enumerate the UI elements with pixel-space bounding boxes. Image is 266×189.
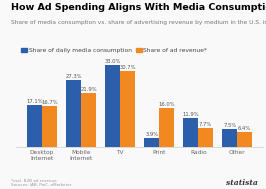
Text: 30.7%: 30.7% bbox=[119, 65, 136, 70]
Bar bbox=[27, 105, 42, 147]
Text: 27.3%: 27.3% bbox=[65, 74, 82, 79]
Text: 11.9%: 11.9% bbox=[182, 112, 199, 117]
Bar bbox=[66, 80, 81, 147]
Text: 3.9%: 3.9% bbox=[145, 132, 158, 137]
Text: 33.0%: 33.0% bbox=[105, 59, 121, 64]
Legend: Share of daily media consumption, Share of ad revenue*: Share of daily media consumption, Share … bbox=[19, 46, 210, 55]
Text: 16.0%: 16.0% bbox=[158, 102, 175, 107]
Text: 17.1%: 17.1% bbox=[26, 99, 43, 104]
Bar bbox=[222, 129, 237, 147]
Bar bbox=[183, 118, 198, 147]
Text: 21.9%: 21.9% bbox=[80, 87, 97, 92]
Bar bbox=[105, 65, 120, 147]
Bar bbox=[120, 71, 135, 147]
Text: How Ad Spending Aligns With Media Consumption: How Ad Spending Aligns With Media Consum… bbox=[11, 3, 266, 12]
Bar bbox=[144, 138, 159, 147]
Bar bbox=[159, 108, 174, 147]
Bar bbox=[81, 93, 96, 147]
Bar bbox=[42, 106, 57, 147]
Text: 6.4%: 6.4% bbox=[238, 125, 251, 131]
Text: 7.5%: 7.5% bbox=[223, 123, 236, 128]
Text: *excl. B2B ad revenue
Sources: IAB, PwC, eMarketer: *excl. B2B ad revenue Sources: IAB, PwC,… bbox=[11, 178, 71, 187]
Text: 16.7%: 16.7% bbox=[41, 100, 58, 105]
Text: Share of media consumption vs. share of advertising revenue by medium in the U.S: Share of media consumption vs. share of … bbox=[11, 20, 266, 25]
Text: statista: statista bbox=[226, 179, 258, 187]
Text: 7.7%: 7.7% bbox=[199, 122, 212, 127]
Bar bbox=[237, 132, 252, 147]
Bar bbox=[198, 128, 213, 147]
